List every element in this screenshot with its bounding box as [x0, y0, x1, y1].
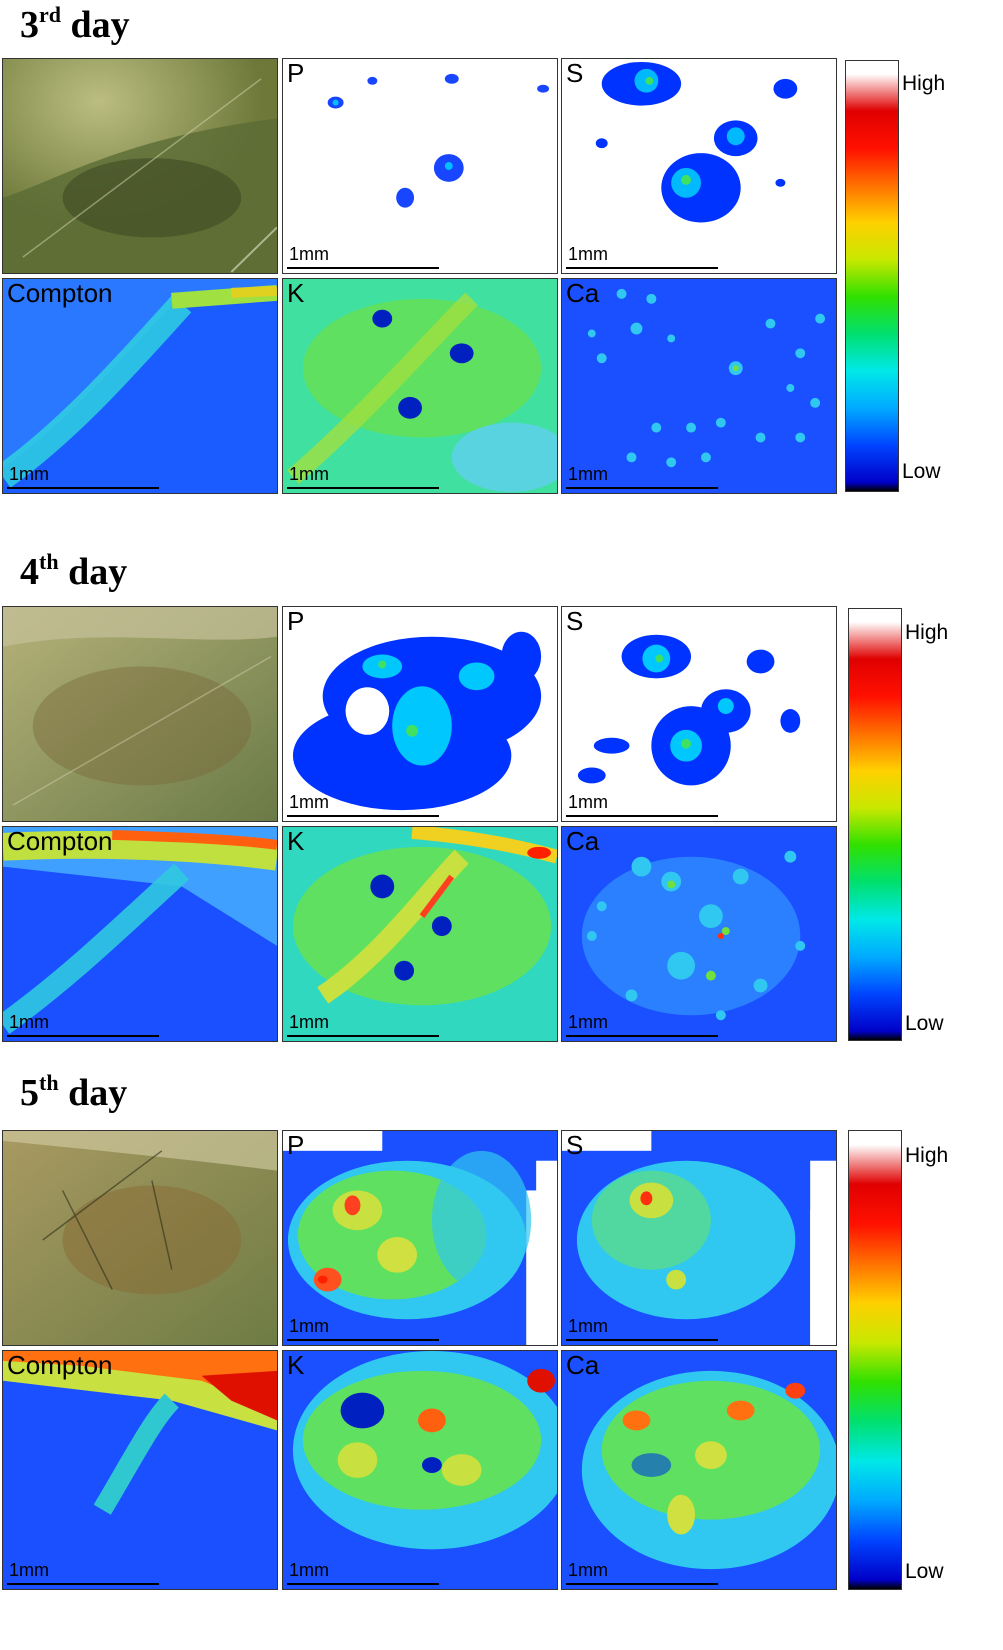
map-k-day5: K 1mm [282, 1350, 558, 1590]
scale-label: 1mm [568, 792, 608, 812]
colorbar-high-label: High [905, 621, 949, 644]
scale-bar [287, 1339, 439, 1341]
map-compton-day3: Compton 1mm [2, 278, 278, 494]
day-title-5: 5th day [20, 1070, 128, 1114]
scale-label: 1mm [9, 1012, 49, 1032]
scale-label: 1mm [568, 1560, 608, 1580]
day-title-3: 3rd day [20, 2, 130, 46]
map-ca-day5: Ca 1mm [561, 1350, 837, 1590]
scale-bar [287, 815, 439, 817]
map-k-day3: K 1mm [282, 278, 558, 494]
colorbar-day4 [848, 608, 902, 1041]
scale-label: 1mm [568, 1012, 608, 1032]
panel-label-s: S [566, 606, 584, 636]
scale-label: 1mm [9, 1560, 49, 1580]
scale-label: 1mm [568, 1316, 608, 1336]
map-compton-day4: Compton 1mm [2, 826, 278, 1042]
scale-bar [7, 1035, 159, 1037]
scale-bar [287, 1583, 439, 1585]
scale-label: 1mm [289, 244, 329, 264]
panel-label-k: K [287, 1350, 305, 1380]
panel-label-s: S [566, 1130, 584, 1160]
panel-label-compton: Compton [7, 1350, 113, 1380]
scale-label: 1mm [289, 1316, 329, 1336]
scale-bar [566, 815, 718, 817]
scale-label: 1mm [568, 464, 608, 484]
day-title-4: 4th day [20, 549, 128, 593]
scale-bar [7, 1583, 159, 1585]
scale-label: 1mm [568, 244, 608, 264]
leaf-photo-day3 [2, 58, 278, 274]
panel-label-ca: Ca [566, 826, 600, 856]
scale-label: 1mm [289, 1012, 329, 1032]
panel-label-p: P [287, 1130, 305, 1160]
scale-bar [566, 1035, 718, 1037]
scale-bar [7, 487, 159, 489]
panel-label-compton: Compton [7, 278, 113, 308]
panel-label-ca: Ca [566, 1350, 600, 1380]
map-ca-day3: Ca 1mm [561, 278, 837, 494]
colorbar-high-label: High [902, 72, 946, 95]
panel-label-k: K [287, 278, 305, 308]
colorbar-low-label: Low [905, 1012, 944, 1035]
map-ca-day4: Ca 1mm [561, 826, 837, 1042]
map-s-day5: S 1mm [561, 1130, 837, 1346]
scale-bar [566, 267, 718, 269]
map-p-day5: P 1mm [282, 1130, 558, 1346]
colorbar-low-label: Low [902, 460, 941, 483]
scale-bar [287, 1035, 439, 1037]
scale-label: 1mm [289, 792, 329, 812]
map-p-day4: P 1mm [282, 606, 558, 822]
panel-label-p: P [287, 58, 305, 88]
scale-label: 1mm [289, 464, 329, 484]
colorbar-day3 [845, 60, 899, 492]
scale-bar [566, 1339, 718, 1341]
scale-bar [287, 267, 439, 269]
scale-bar [566, 1583, 718, 1585]
leaf-photo-day5 [2, 1130, 278, 1346]
scale-bar [287, 487, 439, 489]
panel-label-compton: Compton [7, 826, 113, 856]
panel-label-k: K [287, 826, 305, 856]
leaf-photo-day4 [2, 606, 278, 822]
map-p-day3: P 1mm [282, 58, 558, 274]
colorbar-day5 [848, 1130, 902, 1590]
scale-label: 1mm [9, 464, 49, 484]
panel-label-s: S [566, 58, 584, 88]
scale-bar [566, 487, 718, 489]
colorbar-low-label: Low [905, 1560, 944, 1583]
scale-label: 1mm [289, 1560, 329, 1580]
map-s-day4: S 1mm [561, 606, 837, 822]
map-s-day3: S 1mm [561, 58, 837, 274]
panel-label-ca: Ca [566, 278, 600, 308]
map-compton-day5: Compton 1mm [2, 1350, 278, 1590]
panel-label-p: P [287, 606, 305, 636]
colorbar-high-label: High [905, 1144, 949, 1167]
map-k-day4: K 1mm [282, 826, 558, 1042]
